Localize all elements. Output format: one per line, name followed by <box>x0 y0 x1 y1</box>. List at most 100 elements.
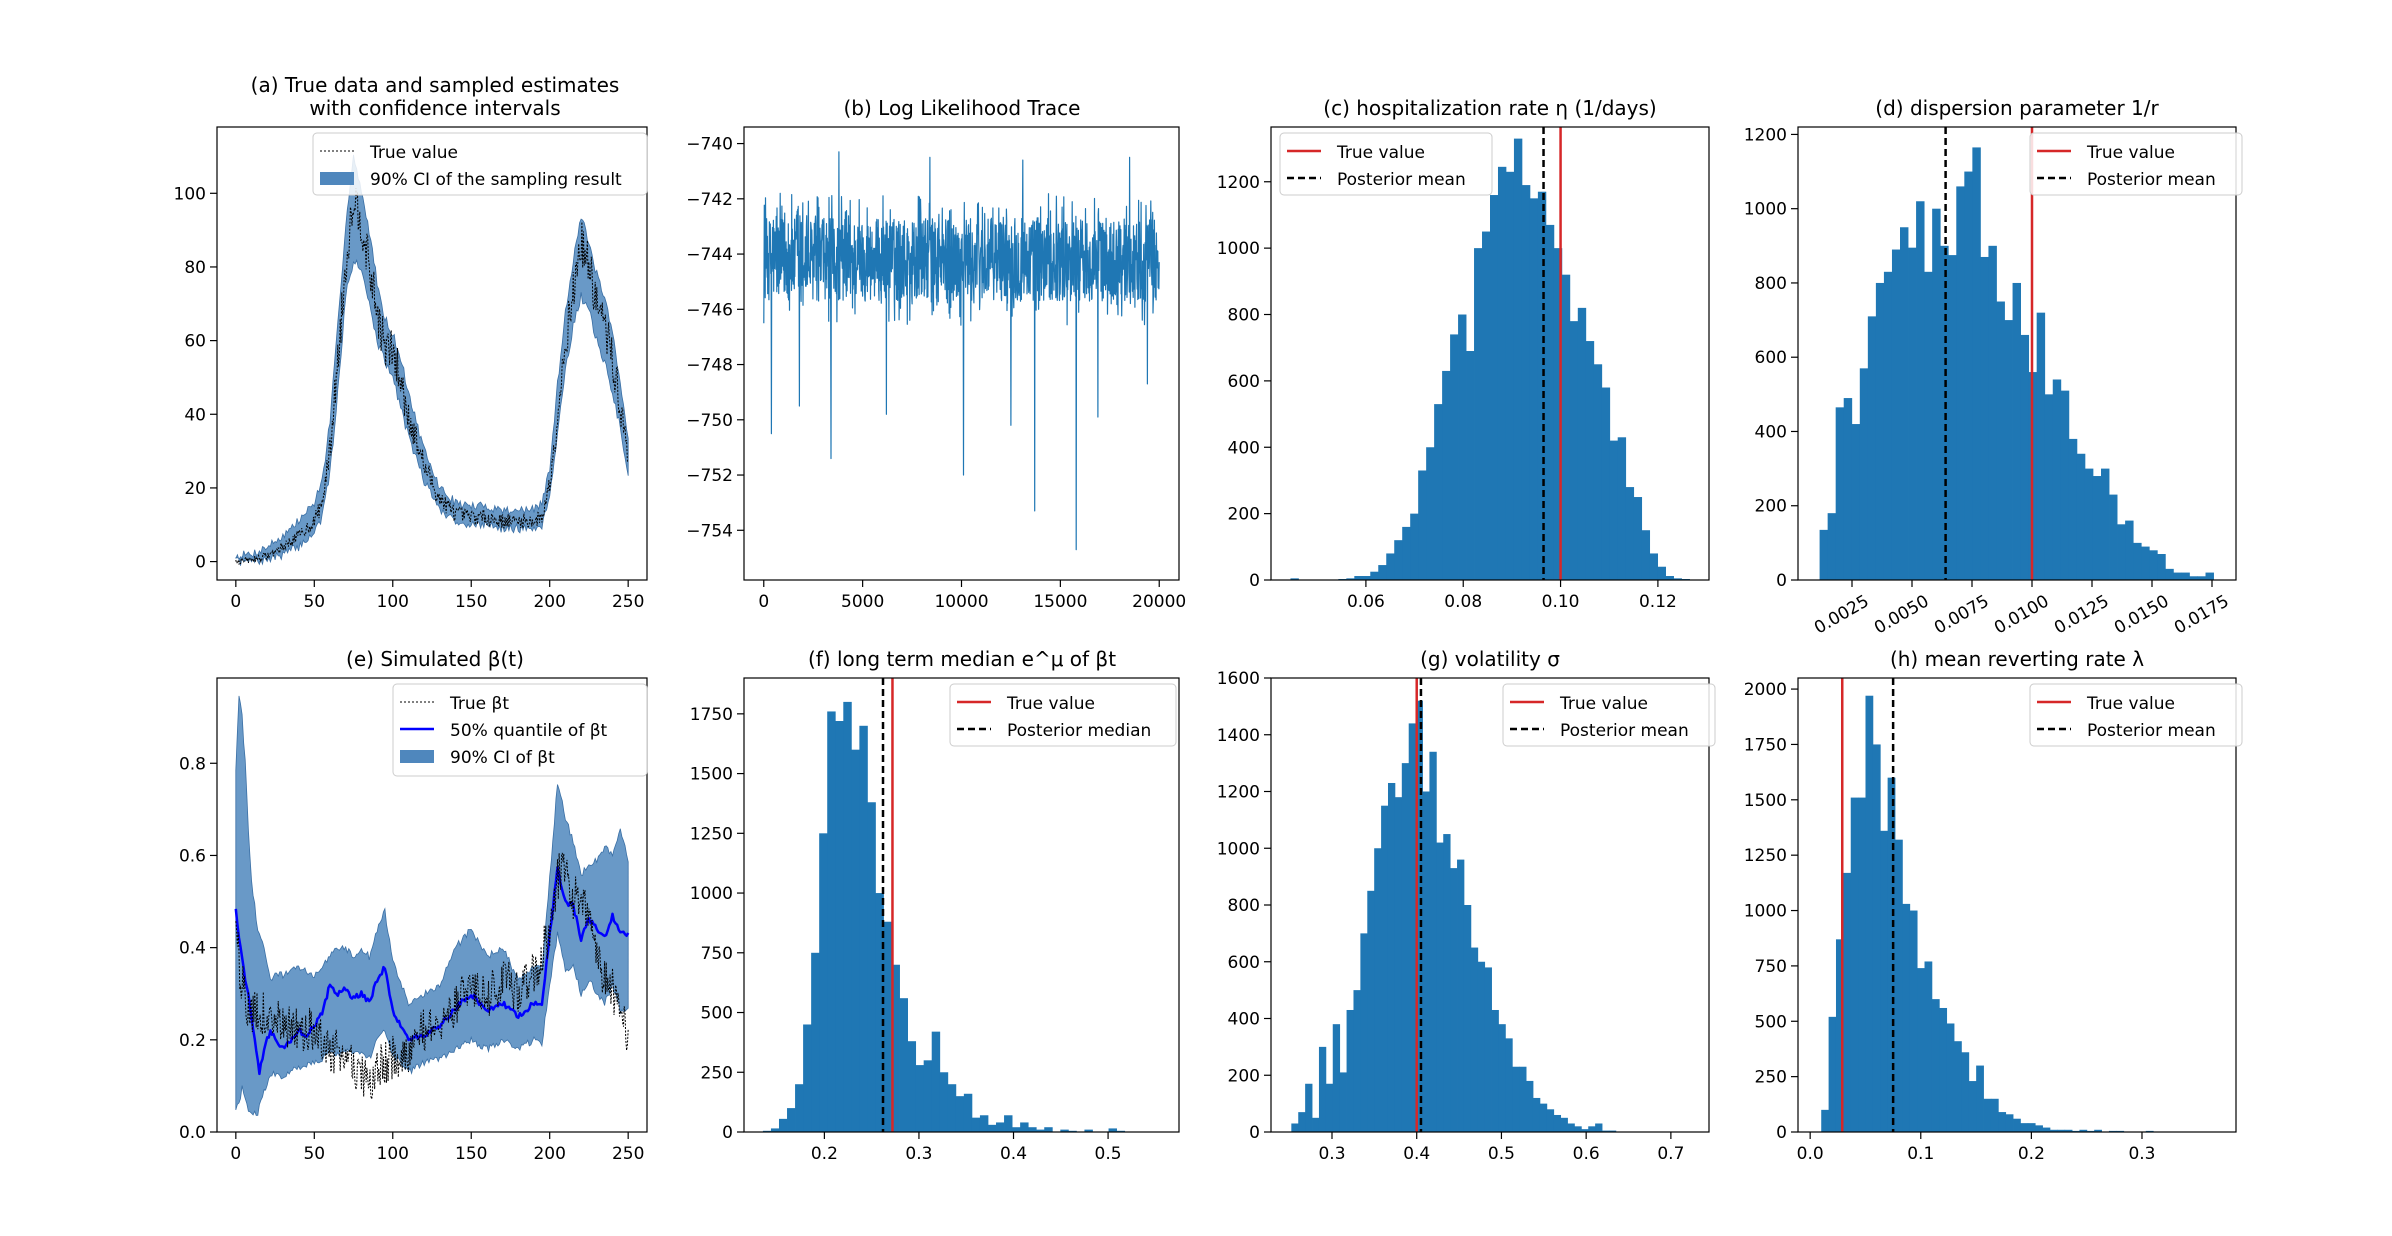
histogram-bar <box>2042 1127 2051 1132</box>
histogram-bar <box>1545 224 1555 580</box>
axes-frame <box>743 677 1180 1133</box>
histogram-bar <box>2141 546 2150 580</box>
histogram-bar <box>1980 256 1989 580</box>
legend-frame <box>1279 132 1493 196</box>
panel-c-marks <box>1290 127 1690 580</box>
histogram-bar <box>1961 1052 1970 1132</box>
x-tick-label: 0.08 <box>1444 592 1482 612</box>
y-tick-label: 600 <box>1228 372 1260 392</box>
y-tick-label: 60 <box>184 332 206 352</box>
y-tick-label: 1000 <box>1217 839 1260 859</box>
panel-d-plot: 0.00250.00500.00750.01000.01250.01500.01… <box>1744 125 2237 638</box>
histogram-bar <box>1887 777 1896 1132</box>
histogram-bar <box>1581 1129 1589 1132</box>
histogram-bar <box>1964 171 1973 580</box>
histogram-bar <box>939 1072 949 1132</box>
histogram-bar <box>1436 842 1444 1132</box>
y-tick-label: −742 <box>686 190 733 210</box>
histogram-bar <box>1367 890 1375 1132</box>
y-tick-label: 1000 <box>1744 902 1787 922</box>
histogram-bar <box>1012 1127 1021 1132</box>
histogram-bar <box>1458 314 1467 580</box>
histogram-bar <box>963 1093 973 1132</box>
histogram-bar <box>1463 905 1472 1132</box>
legend-label-ci: 90% CI of the sampling result <box>370 170 622 190</box>
x-tick-label: 50 <box>303 592 325 612</box>
y-tick-label: 800 <box>1755 274 1787 294</box>
panel-a-legend: True value 90% CI of the sampling result <box>312 132 648 196</box>
y-tick-label: 800 <box>1228 306 1260 326</box>
legend-label-true-value: True value <box>369 143 458 163</box>
histogram-bar <box>1946 1023 1955 1132</box>
histogram-bar <box>1532 1097 1541 1132</box>
histogram-bar <box>1387 782 1396 1132</box>
histogram-bar <box>1429 751 1437 1132</box>
histogram-bar <box>1410 513 1419 580</box>
histogram-bar <box>1498 1024 1506 1132</box>
y-tick-label: 0 <box>195 553 206 573</box>
x-tick-label: 0.3 <box>905 1144 932 1164</box>
histogram-bar <box>1883 271 1893 580</box>
panel-c-plot: 0.06 0.08 0.10 0.12 0 200 400 600 800 1000 1200 <box>1217 126 1710 612</box>
legend-label-ci-beta: 90% CI of βt <box>450 748 555 768</box>
histogram-bar <box>803 1024 812 1132</box>
x-tick-label: 250 <box>612 1144 644 1164</box>
histogram-bar <box>883 921 892 1132</box>
histogram-bar <box>1402 526 1411 580</box>
panel-h-marks <box>1821 678 2154 1132</box>
histogram-bar <box>1601 387 1611 580</box>
histogram-bar <box>1968 1081 1977 1132</box>
histogram-bar <box>2094 1129 2102 1132</box>
panel-h: (h) mean reverting rate λ 0.0 0.1 0.2 0.3 0 2… <box>1744 647 2243 1164</box>
histogram-bar <box>1457 859 1465 1132</box>
histogram-bar <box>1526 1080 1534 1132</box>
histogram-bar <box>1819 529 1829 580</box>
histogram-bar <box>1546 1109 1555 1132</box>
histogram-bar <box>827 711 836 1132</box>
y-tick-label: 1750 <box>690 705 733 725</box>
panel-g: (g) volatility σ 0.3 0.4 0.5 0.6 0.7 0 200 400 6… <box>1217 647 1716 1164</box>
y-tick-label: 1000 <box>1217 239 1260 259</box>
histogram-bar <box>1673 578 1682 580</box>
x-tick-label: 150 <box>455 592 487 612</box>
histogram-bar <box>1339 1072 1347 1132</box>
y-tick-label: 20 <box>184 479 206 499</box>
histogram-bar <box>1931 999 1940 1132</box>
panel-a-marks <box>235 154 629 566</box>
histogram-bar <box>1867 316 1877 580</box>
histogram-bar <box>1482 231 1491 580</box>
panel-b-marks <box>763 151 1160 551</box>
y-tick-label: 0.2 <box>179 1031 206 1051</box>
histogram-bar <box>1593 364 1603 580</box>
histogram-bar <box>1036 1129 1045 1132</box>
histogram-bar <box>2181 572 2190 580</box>
x-tick-label: 250 <box>612 592 644 612</box>
y-tick-label: 800 <box>1228 896 1260 916</box>
histogram-bar <box>2149 550 2158 580</box>
histogram-bar <box>1325 1083 1334 1132</box>
legend-label-posterior-mean: Posterior mean <box>2087 170 2216 190</box>
histogram-bar <box>1939 1007 1948 1132</box>
histogram-bar <box>1374 848 1382 1132</box>
histogram-bar <box>2205 572 2214 580</box>
histogram-bar <box>1872 744 1881 1132</box>
y-tick-label: 250 <box>701 1063 733 1083</box>
legend-label-true-value: True value <box>2086 143 2175 163</box>
histogram-bar <box>2049 1129 2058 1132</box>
histogram-bar <box>1497 166 1507 580</box>
panel-b: (b) Log Likelihood Trace 0 5000 10000 15000… <box>686 96 1186 612</box>
y-tick-label: 0 <box>1249 1123 1260 1143</box>
legend-label-true-value: True value <box>1559 694 1648 714</box>
histogram-bar <box>1442 370 1451 580</box>
histogram-bar <box>915 1065 925 1132</box>
y-tick-label: −748 <box>686 356 733 376</box>
histogram-bar <box>1474 248 1483 580</box>
histogram-bar <box>1004 1115 1013 1132</box>
histogram-bar <box>1880 830 1889 1132</box>
axes-frame <box>216 677 648 1133</box>
histogram-bar <box>851 749 860 1132</box>
histogram-bar <box>1470 947 1479 1132</box>
histogram-bar <box>1394 540 1403 580</box>
histogram-bar <box>1932 208 1941 580</box>
